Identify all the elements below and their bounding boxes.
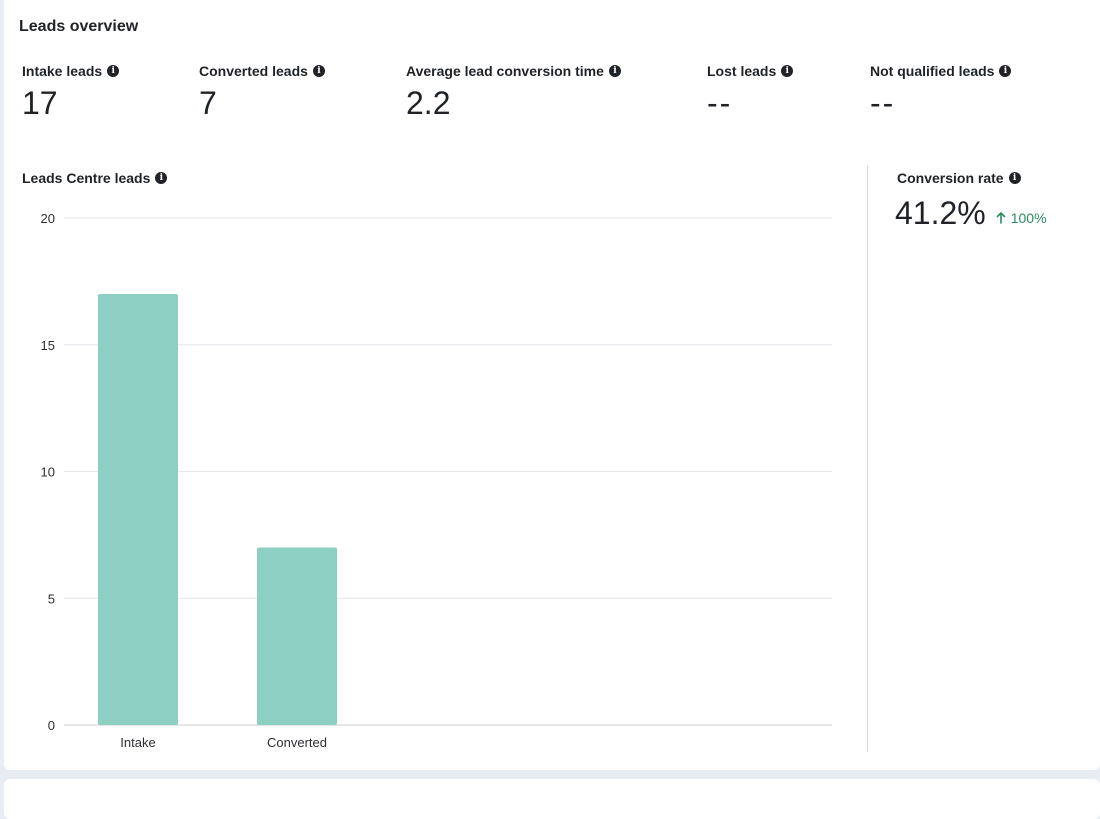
info-icon[interactable]: i	[155, 172, 168, 184]
info-icon[interactable]: i	[608, 65, 621, 77]
metric-value: 7	[199, 85, 217, 121]
y-tick-label: 15	[41, 338, 55, 353]
section-divider	[867, 165, 868, 752]
info-icon[interactable]: i	[312, 65, 325, 77]
y-tick-label: 20	[41, 211, 55, 226]
metric-value: 2.2	[406, 85, 451, 121]
x-tick-label: Intake	[120, 735, 155, 750]
metric-label: Intake leads	[22, 63, 103, 79]
metric-lost-leads: Lost leads i --	[707, 63, 794, 122]
x-tick-label: Converted	[267, 735, 327, 750]
y-tick-label: 10	[41, 465, 55, 480]
metric-label: Lost leads	[707, 63, 777, 79]
chart-title-label: Leads Centre leads	[22, 170, 151, 186]
info-icon[interactable]: i	[107, 65, 120, 77]
info-icon[interactable]: i	[999, 65, 1012, 77]
y-tick-label: 0	[48, 718, 55, 733]
conversion-rate-label: Conversion rate	[897, 170, 1004, 186]
metric-value: 17	[22, 85, 58, 121]
metric-value: --	[707, 85, 733, 121]
bar-intake[interactable]	[98, 294, 178, 725]
metric-intake-leads: Intake leads i 17	[22, 63, 120, 122]
leads-overview-card	[4, 0, 1100, 770]
chart-title: Leads Centre leads i	[22, 170, 168, 186]
metric-converted-leads: Converted leads i 7	[199, 63, 325, 122]
info-icon[interactable]: i	[781, 65, 794, 77]
y-tick-label: 5	[48, 591, 55, 606]
metric-label: Average lead conversion time	[406, 63, 604, 79]
bar-converted[interactable]	[257, 547, 337, 725]
conversion-rate-delta: 100%	[996, 210, 1047, 226]
metric-label: Converted leads	[199, 63, 308, 79]
metric-not-qualified-leads: Not qualified leads i --	[870, 63, 1012, 122]
conversion-rate-value: 41.2%	[895, 195, 986, 231]
info-icon[interactable]: i	[1008, 172, 1021, 184]
metric-average-conversion-time: Average lead conversion time i 2.2	[406, 63, 621, 122]
metric-label: Not qualified leads	[870, 63, 995, 79]
page-title: Leads overview	[19, 18, 139, 35]
metric-value: --	[870, 85, 896, 121]
arrow-up-icon	[996, 212, 1006, 224]
conversion-rate-delta-value: 100%	[1010, 210, 1047, 226]
conversion-rate: 41.2% 100%	[895, 195, 1047, 232]
conversion-rate-title: Conversion rate i	[897, 170, 1021, 186]
